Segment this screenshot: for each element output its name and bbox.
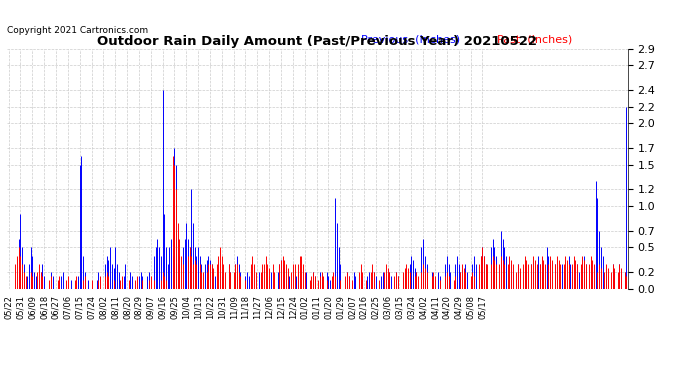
Text: Previous  (Inches): Previous (Inches) <box>361 34 460 44</box>
Text: Copyright 2021 Cartronics.com: Copyright 2021 Cartronics.com <box>7 26 148 35</box>
Title: Outdoor Rain Daily Amount (Past/Previous Year) 20210522: Outdoor Rain Daily Amount (Past/Previous… <box>97 34 538 48</box>
Text: Past  (Inches): Past (Inches) <box>497 34 573 44</box>
